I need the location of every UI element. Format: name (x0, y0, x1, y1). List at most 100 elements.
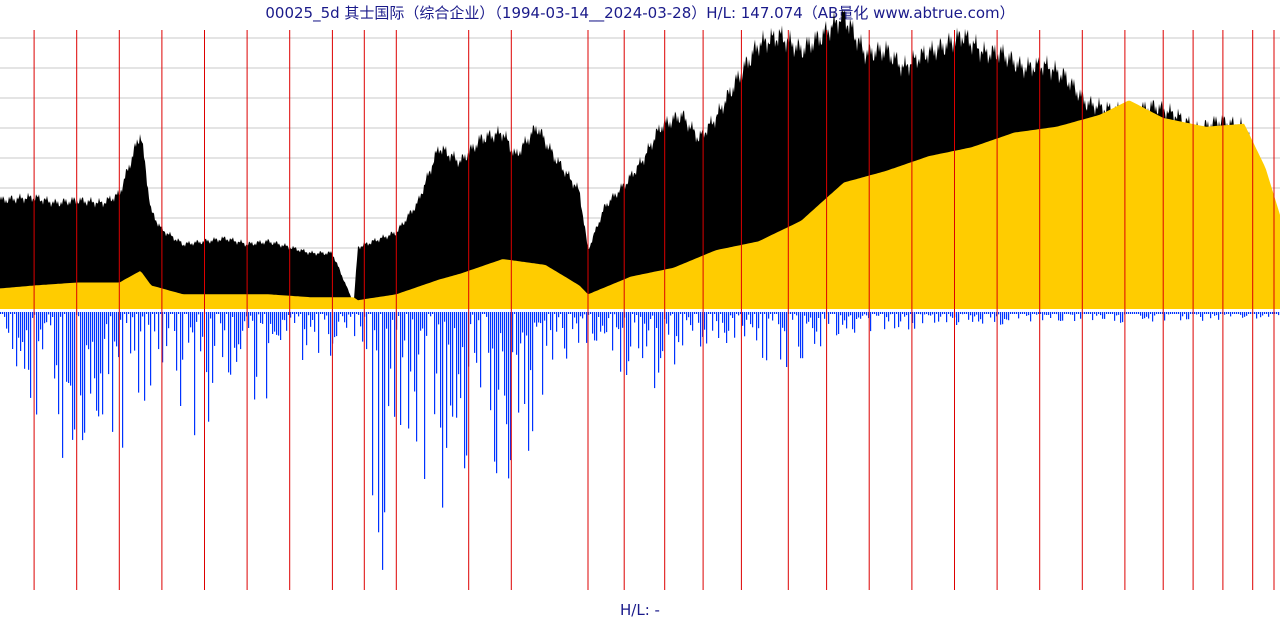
volume-bar (1228, 312, 1230, 314)
volume-bar (564, 312, 566, 349)
volume-bar (466, 312, 468, 456)
volume-bar (1246, 312, 1248, 316)
volume-bar (758, 312, 760, 329)
volume-bar (1052, 312, 1054, 314)
volume-bar (986, 312, 988, 314)
volume-bar (472, 312, 474, 315)
volume-bar (846, 312, 848, 329)
volume-bar (1048, 312, 1050, 315)
volume-bar (362, 312, 364, 342)
volume-bar (840, 312, 842, 316)
volume-bar (414, 312, 416, 392)
volume-bar (834, 312, 836, 314)
volume-bar (522, 312, 524, 333)
volume-bar (326, 312, 328, 316)
volume-bar (736, 312, 738, 314)
volume-bar (100, 312, 102, 374)
volume-bar (950, 312, 952, 317)
volume-bar (936, 312, 938, 314)
volume-bar (1042, 312, 1044, 321)
volume-bar (1058, 312, 1060, 321)
volume-bar (1088, 312, 1090, 314)
volume-bar (820, 312, 822, 347)
volume-bar (60, 312, 62, 317)
volume-bar (1216, 312, 1218, 316)
volume-bar (134, 312, 136, 351)
volume-bar (590, 312, 592, 314)
volume-bar (160, 312, 162, 314)
volume-bar (550, 312, 552, 331)
volume-bar (1174, 312, 1176, 314)
volume-bar (278, 312, 280, 336)
volume-bar (1150, 312, 1152, 314)
volume-bar (1010, 312, 1012, 314)
volume-bar (992, 312, 994, 314)
volume-bar (484, 312, 486, 314)
volume-bar (740, 312, 742, 314)
volume-bar (486, 312, 488, 317)
volume-bar (1244, 312, 1246, 317)
volume-bar (1142, 312, 1144, 319)
volume-bar (940, 312, 942, 317)
volume-bar (852, 312, 854, 330)
volume-bar (252, 312, 254, 321)
volume-bar (696, 312, 698, 314)
volume-bar (680, 312, 682, 314)
volume-bar (498, 312, 500, 390)
volume-bar (554, 312, 556, 314)
volume-bar (780, 312, 782, 360)
area-layer (0, 9, 1280, 309)
volume-bar (4, 312, 6, 317)
volume-bar (610, 312, 612, 314)
volume-bar (1006, 312, 1008, 320)
volume-bar (1102, 312, 1104, 319)
volume-bar (402, 312, 404, 358)
volume-bar (822, 312, 824, 314)
volume-bar (1046, 312, 1048, 315)
volume-bar (1022, 312, 1024, 314)
volume-bar (44, 312, 46, 324)
volume-bar (608, 312, 610, 319)
volume-bar (524, 312, 526, 404)
volume-bar (1168, 312, 1170, 315)
volume-bar (856, 312, 858, 319)
volume-bar (138, 312, 140, 393)
volume-bar (598, 312, 600, 317)
volume-bar (242, 312, 244, 331)
volume-bar (428, 312, 430, 314)
volume-bar (392, 312, 394, 320)
volume-bar (916, 312, 918, 314)
volume-bar (40, 312, 42, 330)
volume-bar (1162, 312, 1164, 314)
volume-bar (1156, 312, 1158, 314)
volume-bar (168, 312, 170, 329)
volume-bar (232, 312, 234, 317)
volume-bar (908, 312, 910, 330)
volume-bar (194, 312, 196, 436)
volume-bar (182, 312, 184, 360)
volume-bar (308, 312, 310, 316)
volume-bar (290, 312, 292, 318)
volume-bar (198, 312, 200, 315)
volume-bar (914, 312, 916, 329)
volume-bar (694, 312, 696, 314)
volume-bar (50, 312, 52, 326)
volume-bar (620, 312, 622, 372)
volume-bar (454, 312, 456, 329)
volume-bar (296, 312, 298, 314)
volume-bar (1146, 312, 1148, 317)
volume-bar (464, 312, 466, 469)
volume-bar (386, 312, 388, 329)
volume-bar (262, 312, 264, 324)
volume-bar (0, 312, 2, 314)
volume-bar (230, 312, 232, 375)
volume-bar (180, 312, 182, 406)
volume-bar (1248, 312, 1250, 314)
volume-bar (854, 312, 856, 333)
volume-bar (862, 312, 864, 316)
volume-bar (110, 312, 112, 317)
volume-bar (572, 312, 574, 330)
volume-bar (900, 312, 902, 322)
volume-bar (534, 312, 536, 323)
volume-bar (128, 312, 130, 314)
